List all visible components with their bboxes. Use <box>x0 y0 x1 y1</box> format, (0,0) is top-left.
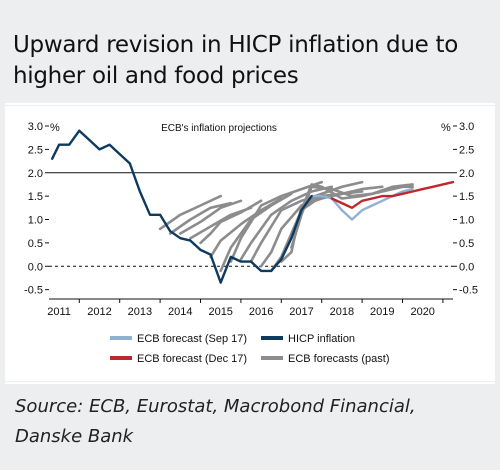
source-note: Source: ECB, Eurostat, Macrobond Financi… <box>15 396 416 447</box>
hicp-inflation-line <box>51 129 313 284</box>
past-forecast-line-1 <box>168 201 233 235</box>
past-forecast-line-7 <box>229 180 323 263</box>
x-tick-label: 2011 <box>47 306 71 318</box>
y-unit-left: % <box>50 122 60 134</box>
chart-legend: ECB forecast (Sep 17) HICP inflation ECB f… <box>110 333 389 365</box>
y-tick-label-left: 0.5 <box>28 238 43 250</box>
x-tick-label: 2018 <box>330 306 354 318</box>
chart-title: ECB's inflation projections <box>161 123 277 134</box>
y-tick-label-left: 1.5 <box>28 191 43 203</box>
y-tick-label-left: 2.5 <box>28 144 43 156</box>
legend-label: ECB forecasts (past) <box>288 353 389 365</box>
y-tick-label-right: -0.5 <box>459 285 478 297</box>
x-tick-label: 2016 <box>249 306 273 318</box>
past-forecast-line-12 <box>280 185 384 263</box>
y-tick-label-right: 2.0 <box>459 168 474 180</box>
y-tick-label-left: 3.0 <box>28 121 43 133</box>
x-tick-label: 2012 <box>87 306 111 318</box>
chart-lines <box>51 129 455 284</box>
y-tick-label-right: 0.5 <box>459 238 474 250</box>
y-tick-label-right: 0.0 <box>459 261 474 273</box>
legend-label: ECB forecast (Dec 17) <box>137 353 247 365</box>
x-tick-label: 2013 <box>128 306 152 318</box>
past-forecast-line-0 <box>158 194 222 231</box>
y-tick-label-left: 2.0 <box>28 168 43 180</box>
x-tick-label: 2019 <box>370 306 394 318</box>
y-unit-right: % <box>441 122 451 134</box>
y-tick-label-right: 3.0 <box>459 121 474 133</box>
y-tick-label-right: 1.5 <box>459 191 474 203</box>
past-forecast-line-8 <box>239 185 334 261</box>
past-forecast-line-14 <box>300 183 414 212</box>
past-forecast-line-4 <box>199 199 263 245</box>
inflation-chart: 3.0 3.0 2.5 2.5 2.0 2.0 1.5 1.5 1.0 1.0 0.5 0.5 0.0 0… <box>24 121 478 365</box>
dec17-forecast-line <box>330 180 455 209</box>
x-tick-label: 2015 <box>208 306 232 318</box>
x-tick-label: 2014 <box>168 306 192 318</box>
y-tick-label-left: 1.0 <box>28 215 43 227</box>
y-tick-label-right: 2.5 <box>459 144 474 156</box>
y-tick-label-left: -0.5 <box>24 285 43 297</box>
legend-label: ECB forecast (Sep 17) <box>137 333 247 345</box>
x-tick-label: 2017 <box>289 306 313 318</box>
past-forecast-line-2 <box>179 199 243 235</box>
source-divider <box>5 382 495 384</box>
x-tick-label: 2020 <box>410 306 434 318</box>
chart-panel: 3.0 3.0 2.5 2.5 2.0 2.0 1.5 1.5 1.0 1.0 0.5 0.5 0.0 0… <box>5 106 495 381</box>
past-forecast-line-13 <box>290 183 414 249</box>
title-divider <box>5 103 495 105</box>
legend-label: HICP inflation <box>288 333 355 345</box>
chart-axes: 3.0 3.0 2.5 2.5 2.0 2.0 1.5 1.5 1.0 1.0 0.5 0.5 0.0 0… <box>24 121 478 318</box>
y-tick-label-left: 0.0 <box>28 261 43 273</box>
y-tick-label-right: 1.0 <box>459 215 474 227</box>
page-title: Upward revision in HICP inflation due to… <box>13 32 458 89</box>
